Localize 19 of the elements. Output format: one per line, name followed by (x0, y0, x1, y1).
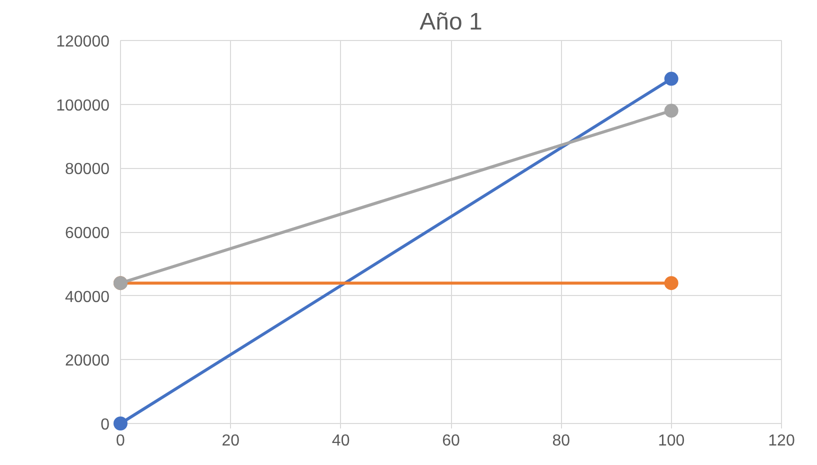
y-tick-label: 40000 (65, 288, 110, 306)
point (114, 416, 128, 430)
x-tick-label: 20 (222, 432, 240, 450)
chart-title: Año 1 (420, 8, 482, 36)
y-tick-label: 100000 (56, 97, 110, 114)
x-tick-label: 40 (332, 432, 350, 450)
point (664, 72, 678, 86)
y-tick-label: 60000 (65, 225, 110, 242)
x-tick-label: 100 (658, 432, 685, 450)
x-tick-label: 0 (116, 432, 126, 450)
y-tick-label: 120000 (56, 34, 110, 50)
x-tick-label: 120 (768, 432, 795, 450)
point (664, 276, 678, 290)
y-tick-label: 0 (100, 416, 110, 434)
point (664, 104, 678, 118)
y-tick-label: 20000 (65, 352, 110, 370)
y-tick-label: 80000 (65, 161, 110, 178)
x-tick-label: 60 (442, 432, 460, 450)
x-tick-label: 80 (552, 432, 570, 450)
